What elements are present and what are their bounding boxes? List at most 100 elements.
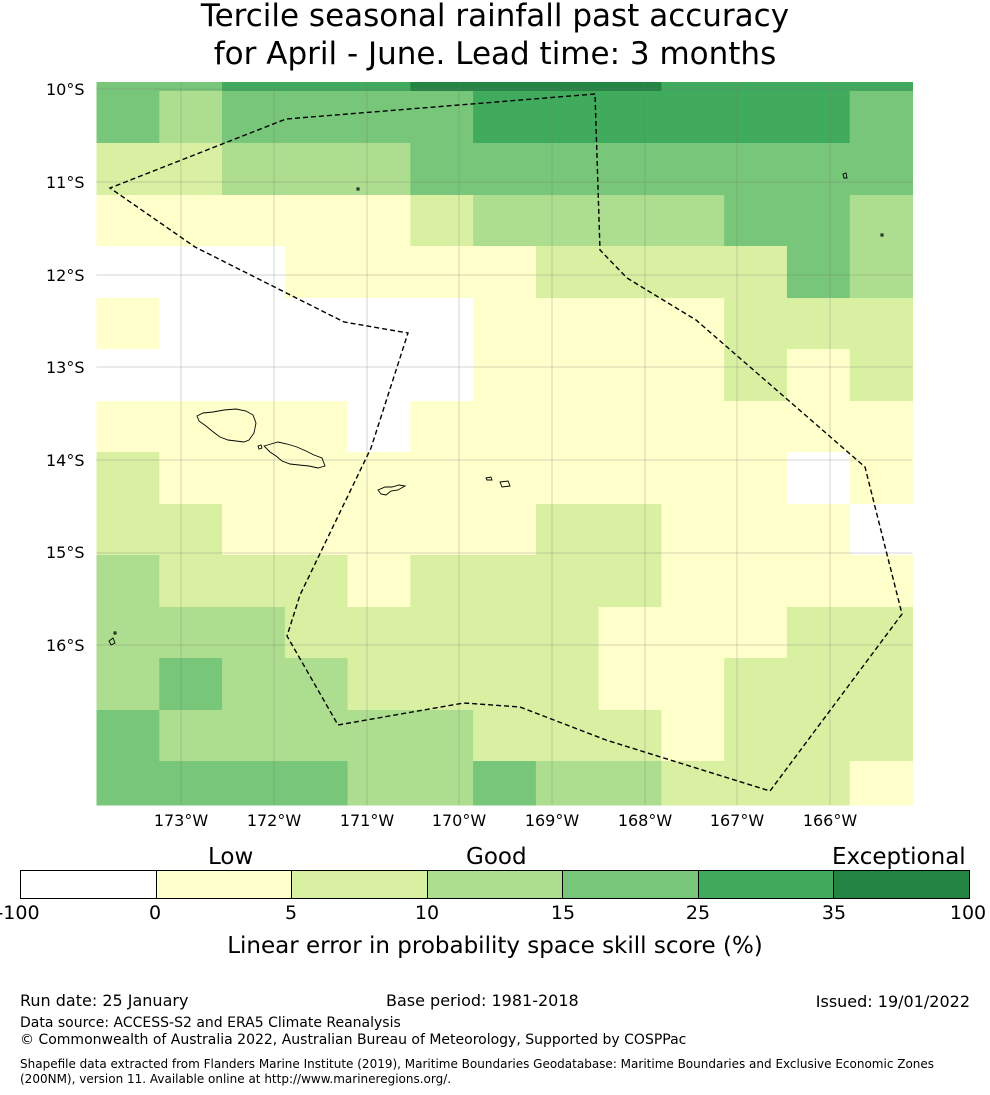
skill-cell bbox=[159, 246, 223, 299]
skill-cell bbox=[410, 82, 474, 92]
skill-cell bbox=[159, 195, 223, 247]
colorbar-tick-15: 15 bbox=[550, 902, 576, 924]
island-ofu bbox=[485, 476, 493, 481]
skill-cell bbox=[222, 401, 286, 453]
skill-cell bbox=[410, 349, 474, 402]
skill-cell bbox=[724, 452, 788, 505]
skill-cell bbox=[96, 658, 160, 711]
skill-cell bbox=[661, 607, 725, 659]
skill-cell bbox=[347, 452, 411, 505]
skill-cell bbox=[410, 91, 474, 144]
skill-cell bbox=[284, 195, 349, 247]
skill-cell bbox=[284, 555, 349, 608]
island-east-dot bbox=[880, 233, 884, 237]
copyright: © Commonwealth of Australia 2022, Austra… bbox=[20, 1032, 687, 1048]
shapefile-credit: Shapefile data extracted from Flanders M… bbox=[20, 1057, 935, 1086]
skill-cell bbox=[661, 658, 725, 711]
skill-cell bbox=[96, 246, 160, 299]
skill-cell bbox=[473, 91, 537, 144]
skill-cell bbox=[598, 195, 662, 247]
skill-cell bbox=[222, 349, 286, 402]
skill-cell bbox=[410, 607, 474, 659]
skill-cell bbox=[598, 246, 662, 299]
skill-cell bbox=[598, 658, 662, 711]
skill-cell bbox=[598, 298, 662, 350]
skill-cell bbox=[598, 401, 662, 453]
skill-cell bbox=[661, 401, 725, 453]
skill-cell bbox=[661, 555, 725, 608]
skill-cell bbox=[786, 82, 851, 92]
skill-cell bbox=[347, 195, 411, 247]
lon-label-172w: 172°W bbox=[246, 811, 302, 830]
skill-cell bbox=[410, 761, 474, 806]
rainfall-skill-map bbox=[96, 82, 913, 806]
skill-cell bbox=[96, 143, 160, 196]
colorbar bbox=[20, 870, 970, 899]
skill-cell bbox=[849, 195, 913, 247]
skill-cell bbox=[473, 658, 537, 711]
island-tokelau-dot bbox=[356, 187, 360, 191]
skill-cell bbox=[849, 143, 913, 196]
skill-cell bbox=[284, 452, 349, 505]
skill-cell bbox=[347, 298, 411, 350]
skill-cell bbox=[849, 452, 913, 505]
skill-cell bbox=[159, 607, 223, 659]
skill-cell bbox=[284, 658, 349, 711]
run-date: Run date: 25 January bbox=[20, 991, 189, 1010]
category-exceptional: Exceptional bbox=[832, 844, 966, 870]
skill-cell bbox=[222, 246, 286, 299]
skill-cell bbox=[284, 91, 349, 144]
lon-label-167w: 167°W bbox=[709, 811, 765, 830]
skill-cell bbox=[849, 82, 913, 92]
skill-cell bbox=[724, 143, 788, 196]
skill-cell bbox=[473, 401, 537, 453]
skill-cell bbox=[724, 761, 788, 806]
skill-cell bbox=[535, 195, 600, 247]
skill-cell bbox=[786, 246, 851, 299]
skill-cell bbox=[724, 504, 788, 556]
island-tutuila bbox=[377, 484, 407, 496]
skill-cell bbox=[535, 401, 600, 453]
category-good: Good bbox=[466, 844, 527, 870]
skill-cell bbox=[598, 504, 662, 556]
skill-cell bbox=[222, 710, 286, 762]
colorbar-segment-25-35 bbox=[698, 871, 835, 898]
skill-cell bbox=[724, 82, 788, 92]
skill-cell bbox=[535, 607, 600, 659]
colorbar-tick-5: 5 bbox=[284, 902, 298, 924]
skill-cell bbox=[96, 82, 160, 92]
skill-cell bbox=[786, 91, 851, 144]
skill-cell bbox=[284, 504, 349, 556]
skill-cell bbox=[159, 401, 223, 453]
skill-cell bbox=[786, 761, 851, 806]
colorbar-tick-100: 100 bbox=[949, 902, 987, 924]
skill-cell bbox=[410, 298, 474, 350]
skill-cell bbox=[849, 91, 913, 144]
skill-cell bbox=[159, 298, 223, 350]
skill-cell bbox=[159, 349, 223, 402]
skill-cell bbox=[159, 143, 223, 196]
colorbar-label: Linear error in probability space skill … bbox=[227, 933, 763, 959]
skill-cell bbox=[96, 452, 160, 505]
skill-cell bbox=[347, 761, 411, 806]
skill-cell bbox=[96, 298, 160, 350]
skill-cell bbox=[159, 91, 223, 144]
colorbar-segment-0-5 bbox=[156, 871, 293, 898]
colorbar-segment-35-100 bbox=[834, 871, 970, 898]
skill-cell bbox=[347, 401, 411, 453]
skill-cell bbox=[849, 710, 913, 762]
skill-cell bbox=[410, 555, 474, 608]
skill-cell bbox=[473, 555, 537, 608]
skill-cell bbox=[535, 504, 600, 556]
skill-cell bbox=[222, 607, 286, 659]
colorbar-tick-35: 35 bbox=[821, 902, 847, 924]
lat-label-11s: 11°S bbox=[46, 173, 85, 192]
skill-cell bbox=[284, 710, 349, 762]
skill-cell bbox=[347, 246, 411, 299]
skill-cell bbox=[159, 82, 223, 92]
skill-cell bbox=[222, 504, 286, 556]
skill-cell bbox=[222, 298, 286, 350]
skill-cell bbox=[598, 82, 662, 92]
skill-cell bbox=[661, 143, 725, 196]
skill-cell bbox=[473, 710, 537, 762]
